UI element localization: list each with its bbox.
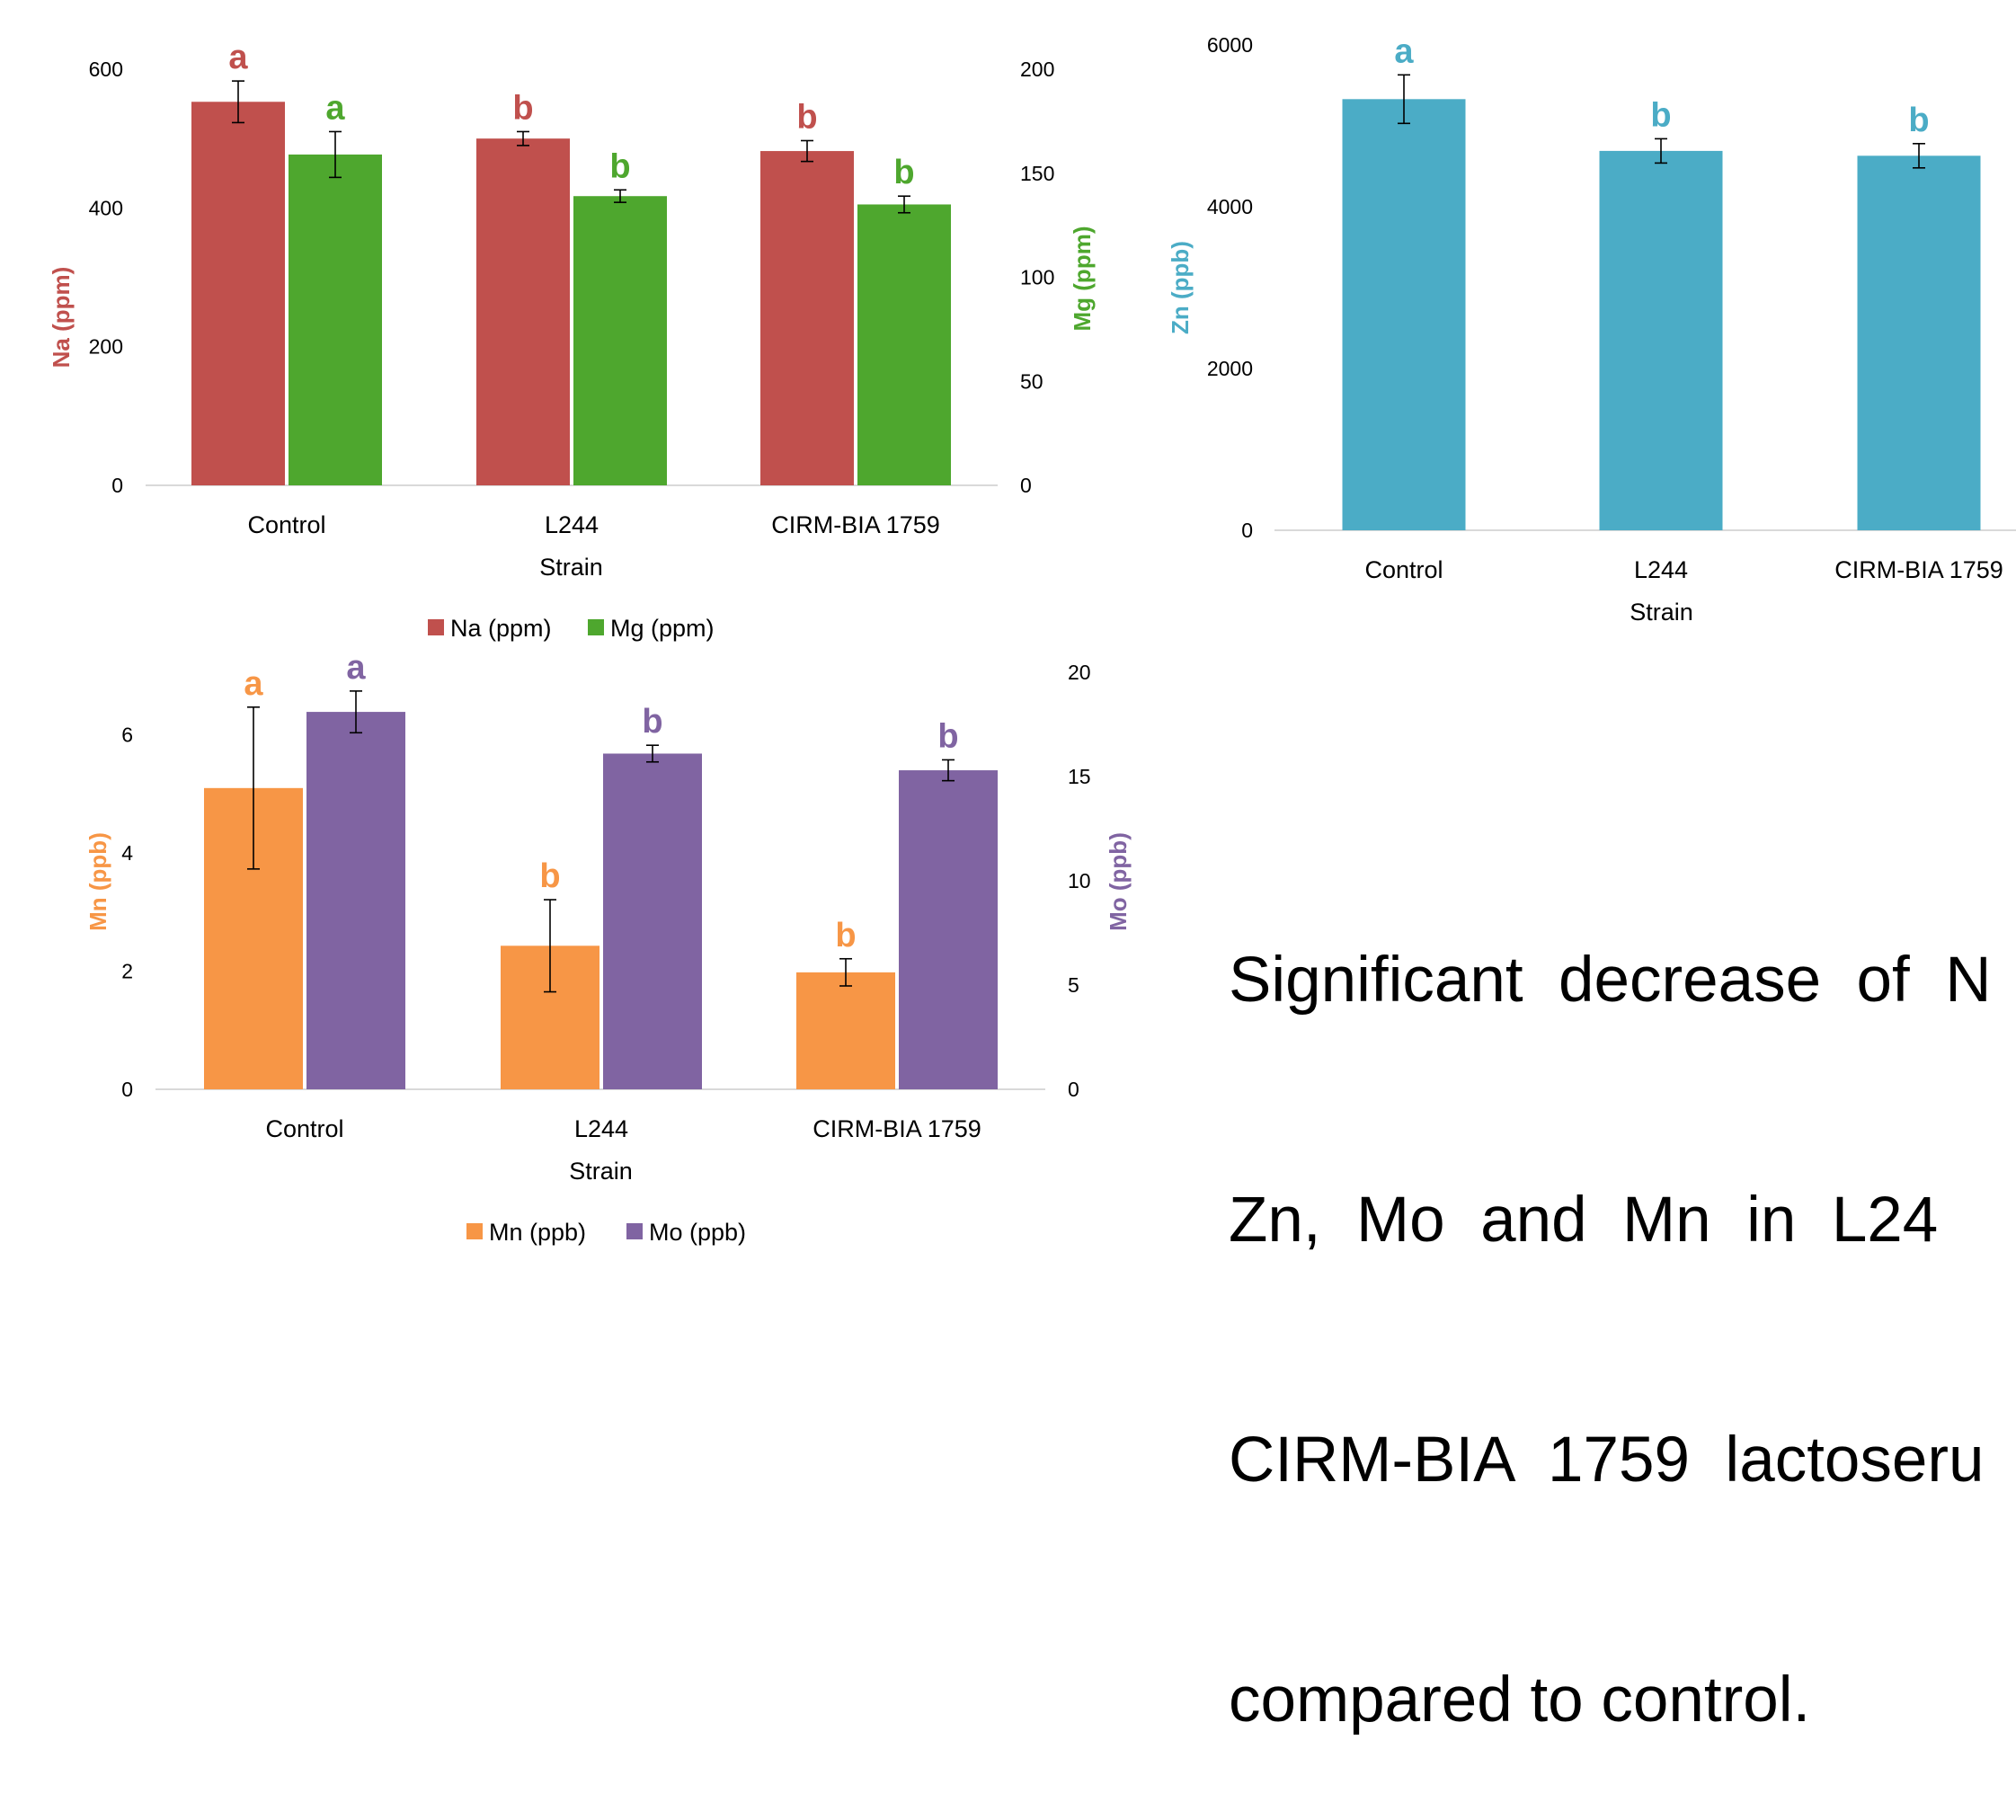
x-tick-label: L244 — [1634, 556, 1688, 583]
significance-letter: b — [835, 917, 856, 954]
bar — [289, 154, 382, 486]
y-tick-label: 0 — [1241, 519, 1253, 542]
statement-line-2: Zn, Mo and Mn in L24 — [1229, 1185, 1939, 1256]
y2-tick-label: 10 — [1068, 869, 1091, 892]
y2-tick-label: 150 — [1020, 162, 1054, 185]
bar — [760, 151, 854, 485]
bar — [476, 138, 570, 485]
y-axis-title: Na (ppm) — [48, 267, 75, 368]
significance-letter: a — [346, 649, 366, 687]
y-tick-label: 200 — [89, 335, 123, 359]
significance-letter: a — [325, 89, 345, 127]
statement-line-3: CIRM-BIA 1759 lactoseru — [1229, 1425, 1985, 1496]
significance-letter: b — [512, 89, 533, 127]
x-tick-label: CIRM-BIA 1759 — [1834, 556, 2003, 583]
bar — [603, 753, 702, 1089]
x-tick-label: L244 — [574, 1115, 628, 1142]
y-tick-label: 0 — [111, 474, 123, 497]
y-tick-label: 2 — [121, 960, 133, 983]
bar — [1599, 150, 1723, 530]
legend-label: Na (ppm) — [450, 615, 552, 642]
significance-letter: a — [1394, 32, 1414, 70]
y-tick-label: 0 — [121, 1078, 133, 1101]
y-tick-label: 600 — [89, 58, 123, 81]
bar — [796, 972, 895, 1089]
bar — [857, 204, 951, 485]
y2-tick-label: 5 — [1068, 973, 1079, 997]
y-axis-title: Zn (ppb) — [1167, 241, 1194, 334]
chart-zn: 0 2000 4000 6000 Zn (ppb) a b b Control L244 CIRM-… — [1167, 32, 2016, 626]
bar — [191, 102, 285, 485]
y-tick-label: 4 — [121, 841, 133, 865]
y-tick-label: 6000 — [1207, 33, 1253, 57]
y2-tick-label: 100 — [1020, 266, 1054, 289]
legend-swatch — [626, 1223, 643, 1239]
y-tick-label: 400 — [89, 196, 123, 219]
chart-mn-mo: 0 2 4 6 0 5 10 15 20 Mn (ppb) Mo (ppb) a b b a b b Contro… — [84, 649, 1132, 1246]
legend-label: Mg (ppm) — [610, 615, 715, 642]
y2-axis-title: Mo (ppb) — [1105, 832, 1132, 931]
significance-letter: b — [1650, 96, 1671, 134]
y2-tick-label: 200 — [1020, 58, 1054, 81]
bar — [573, 196, 667, 485]
legend-label: Mo (ppb) — [649, 1219, 746, 1246]
x-tick-label: Control — [265, 1115, 343, 1142]
bar — [1342, 99, 1466, 531]
bar — [306, 712, 405, 1089]
y2-axis-title: Mg (ppm) — [1069, 226, 1096, 332]
significance-letter: a — [228, 39, 248, 76]
x-tick-label: CIRM-BIA 1759 — [813, 1115, 981, 1142]
y-axis-title: Mn (ppb) — [84, 832, 111, 931]
x-axis-title: Strain — [569, 1158, 633, 1185]
statement-line-1: Significant decrease of N — [1229, 945, 1992, 1016]
y2-tick-label: 20 — [1068, 661, 1091, 684]
x-axis-title: Strain — [539, 554, 603, 581]
significance-letter: b — [937, 717, 958, 755]
y2-tick-label: 50 — [1020, 369, 1044, 393]
chart-na-mg: 0 200 400 600 0 50 100 150 200 Na (ppm) Mg (ppm) a b… — [48, 39, 1096, 642]
x-tick-label: Control — [247, 511, 325, 538]
legend-swatch — [588, 619, 604, 635]
significance-letter: b — [893, 154, 914, 191]
bar — [1857, 155, 1981, 531]
y2-tick-label: 0 — [1068, 1078, 1079, 1101]
legend-swatch — [466, 1223, 483, 1239]
significance-letter: b — [642, 703, 662, 741]
x-tick-label: Control — [1364, 556, 1443, 583]
x-tick-label: L244 — [545, 511, 599, 538]
legend-label: Mn (ppb) — [489, 1219, 586, 1246]
bar — [899, 770, 998, 1089]
x-tick-label: CIRM-BIA 1759 — [771, 511, 940, 538]
y2-tick-label: 15 — [1068, 765, 1091, 788]
significance-letter: b — [609, 147, 630, 185]
significance-letter: a — [244, 665, 263, 703]
y-tick-label: 6 — [121, 724, 133, 747]
y2-tick-label: 0 — [1020, 474, 1032, 497]
y-tick-label: 2000 — [1207, 357, 1253, 380]
y-tick-label: 4000 — [1207, 195, 1253, 218]
conclusion-statement: Significant decrease of N Zn, Mo and Mn … — [1229, 780, 2016, 1820]
significance-letter: b — [539, 857, 560, 895]
significance-letter: b — [1908, 102, 1929, 139]
x-axis-title: Strain — [1630, 599, 1693, 626]
legend-swatch — [428, 619, 444, 635]
significance-letter: b — [796, 98, 817, 136]
statement-line-4: compared to control. — [1229, 1665, 1811, 1736]
